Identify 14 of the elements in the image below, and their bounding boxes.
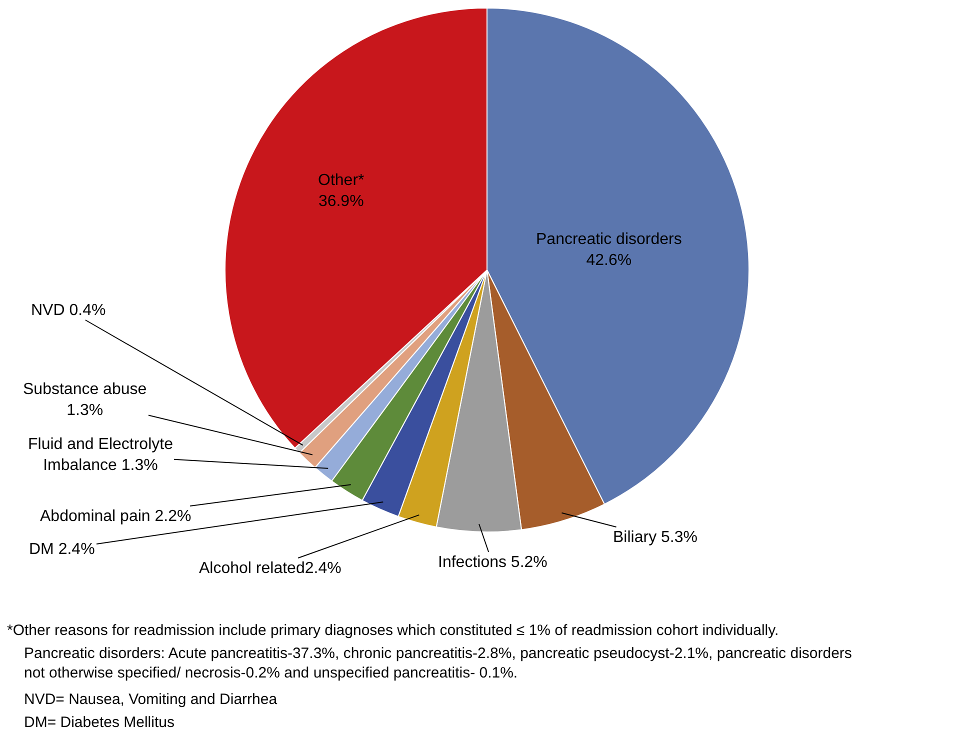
text: Pancreatic disorders: Acute pancreatitis-37.3%, chronic pancreatitis-2.8%, pancreatic pseudocyst-2.1%, pancreatic disorders not otherwise specified/ necrosis-0.2% and unspecified pancreatitis- 0.1%. — [24, 645, 852, 682]
text: DM= Diabetes Mellitus — [24, 714, 174, 731]
slice-label: Pancreatic disorders 42.6% — [536, 231, 682, 269]
slice-label: Abdominal pain 2.2% — [40, 508, 192, 525]
text: *Other reasons for readmission include primary diagnoses which constituted ≤ 1% of readmission cohort individually. — [7, 622, 779, 639]
text: NVD= Nausea, Vomiting and Diarrhea — [24, 691, 278, 708]
slice-label: Infections 5.2% — [438, 554, 548, 571]
slice-label: Alcohol related2.4% — [199, 560, 342, 577]
slice-label: Other* 36.9% — [318, 172, 364, 210]
slice-label: Substance abuse 1.3% — [23, 381, 147, 419]
slice-label: NVD 0.4% — [31, 302, 106, 319]
slice-label: Fluid and Electrolyte Imbalance 1.3% — [28, 436, 174, 474]
slice-label: DM 2.4% — [29, 541, 95, 558]
slice-label: Biliary 5.3% — [613, 529, 698, 546]
